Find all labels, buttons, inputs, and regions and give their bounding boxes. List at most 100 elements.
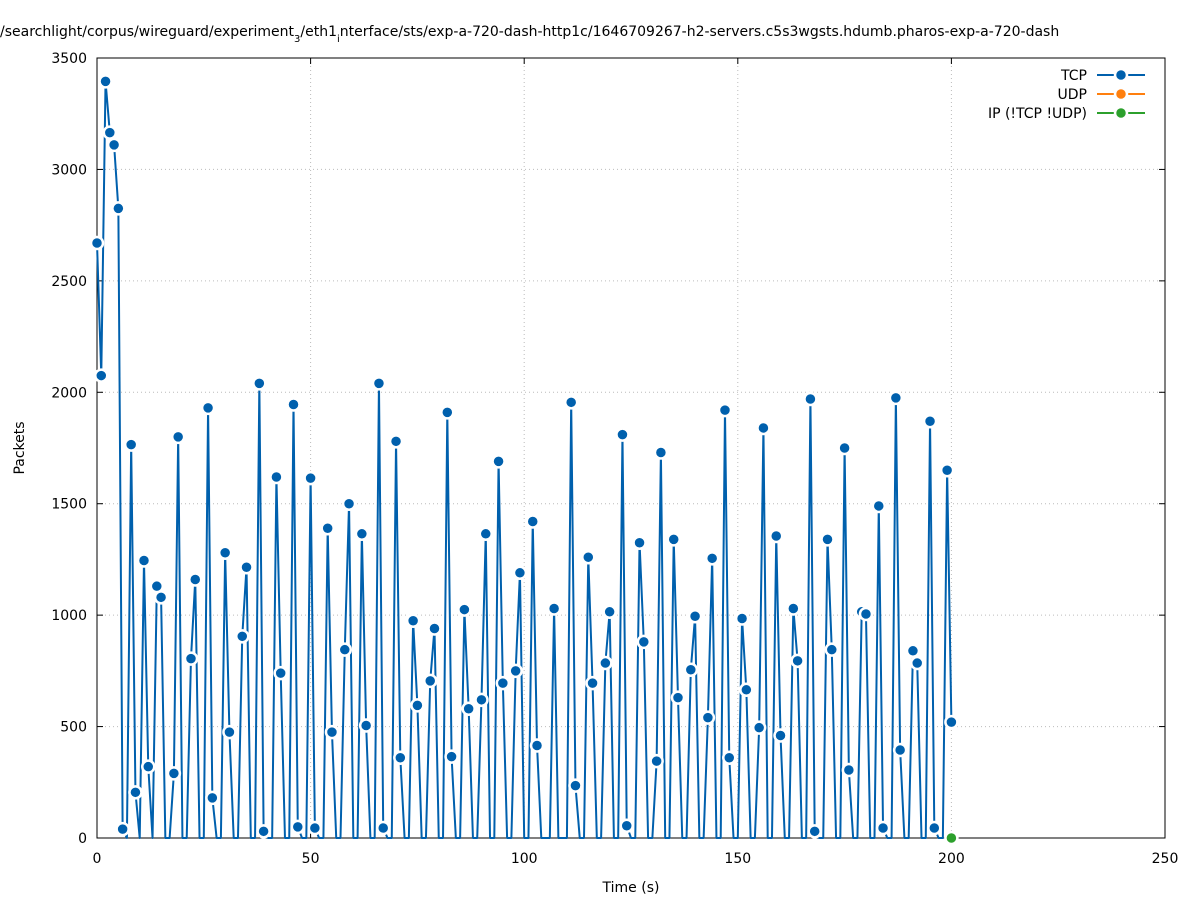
data-point [98,74,113,89]
data-point [939,463,955,478]
data-point [457,602,472,617]
legend: TCP UDP IP (!TCP !UDP) [988,67,1145,122]
data-point [619,818,634,833]
data-point [666,532,681,547]
x-tick-label: 150 [724,851,751,867]
data-point [683,662,699,677]
data-point [734,611,750,626]
data-point [615,427,630,442]
data-point [512,565,528,581]
y-tick-label: 3500 [51,51,87,67]
data-point [837,440,852,456]
data-point [354,526,370,542]
x-tick-label: 50 [302,851,320,867]
legend-label: IP (!TCP !UDP) [988,106,1087,122]
data-point [803,391,818,407]
data-point [563,395,579,410]
x-tick-label: 100 [511,851,538,867]
data-point [269,469,284,485]
data-point [115,821,130,837]
data-point [927,820,942,836]
data-point [128,785,143,800]
tick-layer: 0 50 100 150 200 2500500100015002000250030003… [51,51,1178,867]
data-point [858,606,874,622]
data-point [273,665,288,681]
y-tick-label: 500 [60,720,87,736]
data-point [239,559,254,575]
data-point [444,749,459,764]
data-point [568,778,583,793]
data-point [909,655,925,671]
data-point [410,698,425,713]
data-point [111,201,126,216]
data-point [944,830,959,846]
data-point [388,434,404,449]
data-point [136,553,152,568]
data-point [632,535,647,550]
data-point [303,470,318,486]
data-point [337,642,353,657]
data-point [871,498,887,514]
chart-title: /searchlight/corpus/wireguard/experiment… [0,24,1059,45]
data-point [141,759,156,774]
data-point [581,549,596,565]
data-point [217,545,233,560]
data-point [807,824,822,839]
data-point [94,368,109,383]
x-tick-label: 250 [1152,851,1179,867]
data-point [722,750,737,766]
data-point [491,454,506,469]
data-point [495,675,511,691]
data-point [888,390,904,406]
data-point [602,604,617,620]
data-point [440,405,455,420]
data-point [234,629,250,644]
data-point [371,376,387,391]
legend-marker [1113,105,1129,121]
data-point [422,673,438,689]
data-point [786,601,801,616]
data-point [751,720,767,735]
y-tick-label: 0 [78,831,87,847]
data-point [256,824,271,839]
data-point [478,526,494,542]
data-point [461,701,476,716]
data-point [324,724,340,740]
data-point [106,137,122,153]
data-point [636,634,652,650]
data-point [700,710,716,725]
data-point [824,642,840,657]
data-point [205,790,220,806]
data-point [170,429,186,445]
data-point [286,397,301,412]
y-tick-label: 2000 [51,385,87,401]
data-point [290,819,306,835]
y-tick-label: 1000 [51,608,87,624]
data-point [153,590,169,605]
data-point [546,601,562,616]
data-point [739,682,754,698]
data-point [649,753,664,769]
series-0 [89,74,959,839]
data-point [922,414,938,429]
data-point [405,613,421,628]
data-point [393,750,408,766]
data-point [704,551,720,566]
data-point [687,609,703,624]
data-point [358,718,374,733]
data-point [200,400,216,416]
data-point [188,572,203,587]
data-point [841,762,857,778]
data-point [773,728,788,743]
data-point [756,420,771,436]
data-point [474,692,489,708]
x-tick-label: 0 [93,851,102,867]
data-point [585,675,600,691]
data-point [123,437,139,452]
data-point [508,663,523,679]
series-line [96,80,953,839]
data-point [944,714,959,730]
data-point [905,643,921,659]
grid-layer [97,58,1165,838]
data-point [427,621,442,636]
